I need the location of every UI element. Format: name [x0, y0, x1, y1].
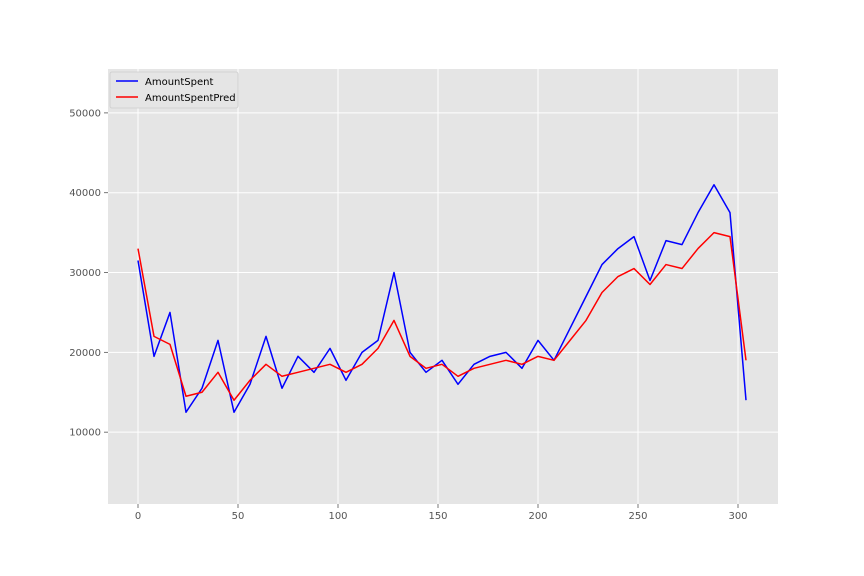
- grid-lines: [108, 69, 778, 504]
- y-tick-label: 20000: [69, 348, 101, 359]
- x-axis-ticks: 0 50 100 150 200 250 300: [135, 504, 748, 522]
- y-tick-label: 10000: [69, 428, 101, 439]
- x-tick-label: 50: [232, 511, 245, 522]
- x-tick-label: 300: [728, 511, 747, 522]
- series-line-amountspent: [137, 183, 747, 413]
- legend-label-amountspentpred: AmountSpentPred: [145, 93, 236, 104]
- x-tick-label: 250: [628, 511, 647, 522]
- x-tick-label: 100: [328, 511, 347, 522]
- legend-label-amountspent: AmountSpent: [145, 77, 213, 88]
- plot-area: [108, 69, 778, 504]
- legend-box: [109, 71, 239, 109]
- y-tick-label: 40000: [69, 188, 101, 199]
- x-tick-label: 200: [528, 511, 547, 522]
- series-lines: [137, 183, 747, 413]
- x-tick-label: 150: [428, 511, 447, 522]
- legend: AmountSpent AmountSpentPred: [109, 71, 239, 109]
- series-line-amountspentpred: [137, 231, 747, 401]
- y-tick-label: 50000: [69, 108, 101, 119]
- x-tick-label: 0: [135, 511, 141, 522]
- y-tick-label: 30000: [69, 268, 101, 279]
- y-axis-ticks: 10000 20000 30000 40000 50000: [69, 108, 108, 439]
